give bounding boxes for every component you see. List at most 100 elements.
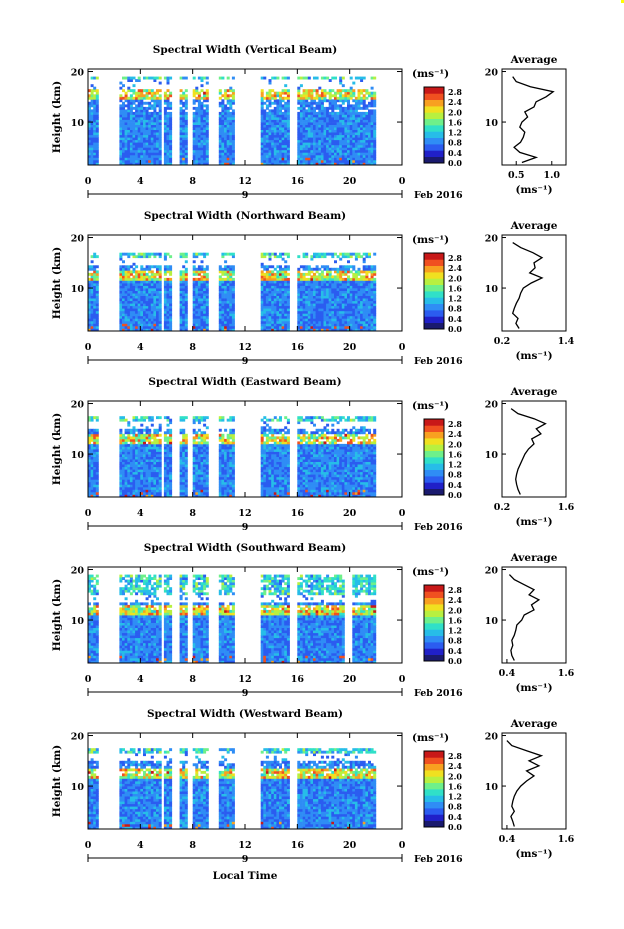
- heatmap-cell: [137, 99, 141, 103]
- heatmap-cell: [124, 162, 128, 166]
- heatmap-cell: [93, 293, 97, 296]
- heatmap-cell: [90, 283, 94, 286]
- heatmap-cell: [281, 305, 285, 309]
- heatmap-cell: [137, 418, 141, 422]
- heatmap-cell: [197, 147, 201, 151]
- heatmap-cell: [124, 134, 128, 138]
- colorbar-swatch: [424, 87, 444, 94]
- heatmap-cell: [184, 119, 188, 123]
- heatmap-cell: [302, 91, 306, 95]
- heatmap-cell: [148, 277, 152, 281]
- heatmap-cell: [281, 257, 285, 261]
- heatmap-cell: [368, 310, 371, 314]
- heatmap-cell: [357, 91, 361, 95]
- heatmap-cell: [271, 325, 275, 329]
- heatmap-cell: [135, 454, 139, 457]
- heatmap-cell: [145, 428, 149, 432]
- heatmap-cell: [124, 469, 128, 473]
- heatmap-cell: [352, 106, 356, 110]
- heatmap-cell: [205, 267, 209, 271]
- heatmap-cell: [124, 323, 128, 327]
- heatmap-cell: [127, 267, 131, 271]
- heatmap-cell: [153, 119, 157, 123]
- heatmap-cell: [184, 142, 188, 146]
- heatmap-cell: [140, 479, 144, 483]
- heatmap-cell: [169, 328, 173, 332]
- heatmap-cell: [95, 476, 99, 480]
- heatmap-cell: [265, 106, 269, 110]
- heatmap-cell: [273, 124, 277, 128]
- heatmap-cell: [226, 295, 230, 299]
- heatmap-cell: [302, 328, 306, 332]
- heatmap-cell: [334, 318, 337, 322]
- heatmap-cell: [127, 272, 131, 276]
- heatmap-cell: [200, 300, 204, 304]
- heatmap-cell: [313, 313, 316, 317]
- heatmap-cell: [370, 267, 374, 271]
- heatmap-cell: [95, 94, 99, 98]
- heatmap-cell: [339, 267, 343, 271]
- heatmap-cell: [137, 438, 141, 442]
- heatmap-cell: [88, 461, 91, 465]
- heatmap-cell: [341, 293, 345, 296]
- heatmap-cell: [95, 272, 99, 276]
- heatmap-cell: [195, 159, 199, 163]
- heatmap-cell: [310, 111, 314, 115]
- heatmap-cell: [279, 300, 282, 304]
- heatmap-cell: [145, 323, 149, 327]
- heatmap-cell: [145, 76, 149, 80]
- heatmap-cell: [90, 418, 94, 422]
- heatmap-cell: [323, 288, 327, 291]
- heatmap-cell: [122, 305, 125, 309]
- heatmap-cell: [297, 255, 301, 259]
- heatmap-cell: [305, 159, 309, 163]
- heatmap-cell: [365, 300, 369, 304]
- heatmap-cell: [124, 461, 128, 465]
- heatmap-cell: [323, 290, 327, 294]
- heatmap-cell: [310, 285, 314, 289]
- heatmap-cell: [90, 127, 94, 130]
- heatmap-cell: [334, 288, 337, 291]
- heatmap-cell: [119, 454, 123, 457]
- heatmap-cell: [284, 96, 288, 100]
- heatmap-cell: [354, 277, 358, 281]
- heatmap-cell: [200, 117, 204, 120]
- heatmap-cell: [179, 252, 183, 256]
- heatmap-cell: [90, 456, 94, 460]
- heatmap-cell: [145, 252, 149, 256]
- heatmap-cell: [365, 134, 369, 138]
- heatmap-cell: [150, 320, 154, 324]
- heatmap-cell: [310, 129, 314, 133]
- heatmap-cell: [203, 162, 207, 166]
- heatmap-cell: [273, 101, 277, 105]
- heatmap-cell: [344, 89, 348, 93]
- heatmap-cell: [318, 320, 322, 324]
- heatmap-cell: [305, 111, 309, 115]
- heatmap-cell: [299, 137, 303, 141]
- heatmap-cell: [195, 255, 199, 259]
- heatmap-cell: [197, 283, 201, 286]
- heatmap-cell: [373, 157, 377, 161]
- heatmap-cell: [205, 137, 209, 141]
- heatmap-cell: [156, 91, 159, 95]
- heatmap-cell: [360, 142, 364, 146]
- heatmap-cell: [334, 94, 337, 98]
- heatmap-cell: [362, 76, 366, 80]
- heatmap-cell: [143, 433, 146, 437]
- heatmap-cell: [90, 154, 94, 158]
- heatmap-cell: [265, 111, 269, 115]
- heatmap-cell: [305, 313, 309, 317]
- heatmap-cell: [284, 298, 288, 302]
- heatmap-cell: [365, 325, 369, 329]
- heatmap-cell: [184, 285, 188, 289]
- heatmap-cell: [273, 320, 277, 324]
- heatmap-cell: [143, 323, 146, 327]
- heatmap-cell: [127, 122, 131, 125]
- heatmap-cell: [313, 149, 316, 153]
- heatmap-cell: [286, 142, 290, 146]
- heatmap-cell: [129, 431, 133, 435]
- heatmap-cell: [370, 127, 374, 130]
- heatmap-cell: [349, 290, 353, 294]
- heatmap-cell: [231, 129, 235, 133]
- heatmap-cell: [135, 104, 139, 108]
